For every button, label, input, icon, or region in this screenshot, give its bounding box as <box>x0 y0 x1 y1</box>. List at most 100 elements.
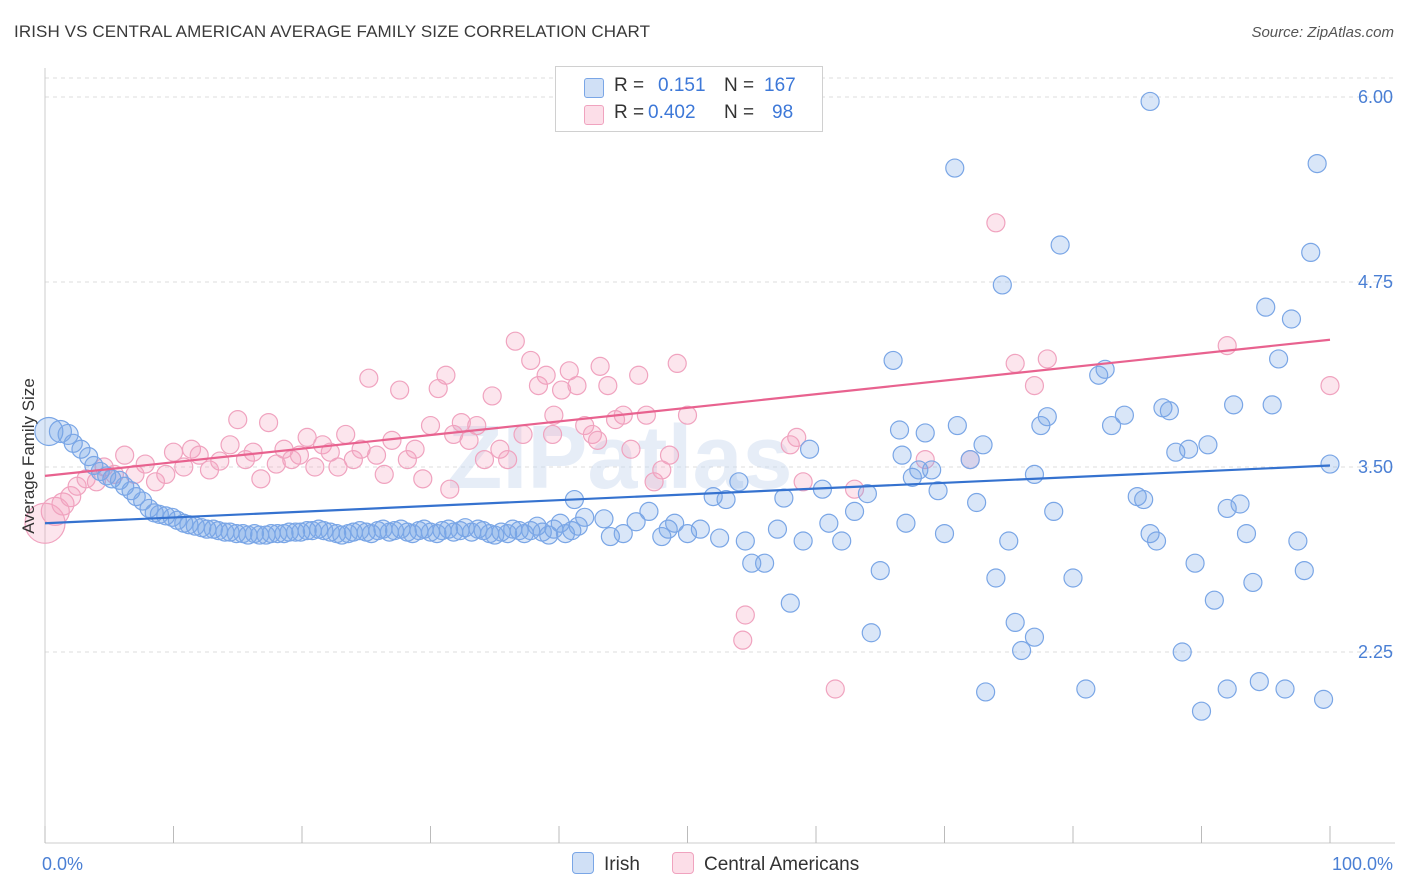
central-american-point <box>289 445 310 465</box>
central-american-point <box>336 424 356 445</box>
irish-point <box>1024 464 1045 484</box>
source-label: Source: ZipAtlas.com <box>1251 24 1394 41</box>
central-american-point <box>598 376 618 396</box>
irish-point <box>857 484 878 504</box>
irish-point <box>677 523 698 544</box>
central-american-point <box>297 427 317 447</box>
irish-point <box>960 450 980 470</box>
irish-point <box>613 523 633 544</box>
irish-point <box>928 481 948 501</box>
irish-point <box>626 512 646 532</box>
irish-point <box>1101 415 1122 436</box>
irish-point <box>986 568 1006 588</box>
central-american-point <box>343 450 363 470</box>
central-american-point <box>374 464 394 484</box>
central-american-point <box>521 350 541 371</box>
irish-point <box>1044 501 1064 521</box>
central-american-point <box>397 450 417 470</box>
central-american-point <box>986 213 1006 233</box>
central-american-point <box>1320 376 1340 396</box>
irish-point <box>793 531 813 551</box>
irish-point <box>1198 435 1218 455</box>
central-american-point <box>490 439 510 459</box>
irish-point <box>799 439 820 459</box>
data-points <box>24 91 1340 721</box>
central-american-point <box>60 486 82 508</box>
central-american-point <box>181 439 202 459</box>
irish-point <box>1256 297 1276 317</box>
central-american-point <box>636 405 656 425</box>
central-american-point <box>551 380 572 400</box>
central-american-point <box>305 457 325 477</box>
series-legend: Irish Central Americans <box>0 852 1406 878</box>
irish-point <box>79 447 99 467</box>
irish-point <box>1243 572 1263 593</box>
y-tick-label: 4.75 <box>1358 272 1393 292</box>
irish-point <box>973 435 993 455</box>
irish-point <box>1140 523 1160 544</box>
irish-point <box>999 531 1019 551</box>
irish-point <box>889 420 910 440</box>
irish-point <box>1217 679 1237 699</box>
irish-trend-line <box>44 464 1331 525</box>
central-american-point <box>559 361 579 381</box>
central-american-point <box>587 430 608 450</box>
central-american-point <box>667 353 687 373</box>
irish-point <box>63 433 83 453</box>
central-american-point <box>677 405 698 425</box>
axes <box>44 68 1395 844</box>
central-american-point <box>251 469 271 489</box>
irish-point <box>1281 309 1302 329</box>
central-american-point <box>629 365 649 385</box>
irish-point <box>1224 395 1244 415</box>
central-american-point <box>536 365 556 385</box>
irish-point <box>780 593 800 613</box>
irish-point <box>947 415 967 436</box>
irish-point <box>690 519 710 539</box>
irish-point <box>902 467 922 487</box>
irish-point <box>976 682 996 702</box>
central-american-point <box>735 605 755 625</box>
central-american-point <box>266 454 286 474</box>
central-american-point <box>528 376 549 396</box>
y-axis-label: Average Family Size <box>19 378 38 534</box>
central-american-point <box>1005 353 1025 373</box>
irish-point <box>156 506 176 526</box>
irish-point <box>652 526 672 547</box>
irish-point <box>861 623 881 643</box>
central-american-point <box>115 445 135 465</box>
central-american-point <box>1037 349 1057 369</box>
legend-item-irish: Irish <box>572 852 640 876</box>
irish-point <box>48 419 73 444</box>
y-tick-label: 6.00 <box>1358 87 1393 107</box>
central-americans-swatch <box>672 852 694 874</box>
irish-point <box>1076 679 1096 699</box>
irish-point <box>1320 454 1340 474</box>
central-american-point <box>420 415 441 436</box>
irish-point <box>1050 235 1070 255</box>
irish-point <box>575 507 595 527</box>
irish-point <box>896 513 916 533</box>
y-tick-label: 2.25 <box>1358 642 1393 662</box>
irish-point <box>97 466 117 486</box>
irish-point <box>427 523 447 544</box>
irish-point <box>1146 531 1167 551</box>
central-american-point <box>210 451 230 471</box>
central-american-point <box>733 630 753 650</box>
irish-point <box>1294 560 1314 581</box>
irish-point <box>729 472 749 492</box>
legend-row-central-americans: R = 0.402 N = 98 <box>556 102 822 130</box>
irish-point <box>1191 701 1212 721</box>
central-american-point <box>328 457 348 477</box>
irish-point <box>1063 568 1083 588</box>
irish-point <box>1275 679 1295 699</box>
central-american-point <box>390 380 410 400</box>
irish-point <box>1230 494 1250 514</box>
irish-point <box>539 525 559 545</box>
irish-point <box>832 531 852 551</box>
legend-n-value: 98 <box>772 102 794 123</box>
central-american-point <box>474 450 495 470</box>
central-american-point <box>621 439 641 459</box>
tick-labels: 6.00 4.75 3.50 2.25 0.0% 100.0% <box>42 87 1393 874</box>
